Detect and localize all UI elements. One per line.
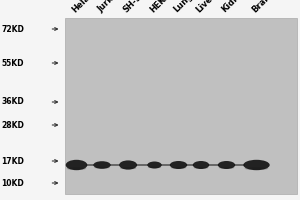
Text: 36KD: 36KD [2, 98, 24, 106]
Text: Jurkat: Jurkat [96, 0, 122, 14]
Bar [186, 164, 194, 166]
Ellipse shape [219, 167, 234, 169]
Text: Lung: Lung [172, 0, 195, 14]
Ellipse shape [119, 160, 137, 170]
Ellipse shape [171, 167, 186, 169]
Bar [161, 164, 171, 166]
Ellipse shape [66, 160, 87, 170]
Ellipse shape [148, 167, 161, 168]
Bar [86, 164, 94, 166]
Ellipse shape [194, 167, 208, 169]
Text: Kidney: Kidney [220, 0, 250, 14]
Ellipse shape [120, 167, 136, 169]
Text: HEK293: HEK293 [148, 0, 180, 14]
Ellipse shape [244, 167, 268, 170]
Text: SH-SY5Y: SH-SY5Y [122, 0, 157, 14]
Ellipse shape [67, 167, 86, 170]
Text: Liver: Liver [195, 0, 218, 14]
Ellipse shape [94, 167, 110, 169]
Text: 72KD: 72KD [2, 24, 24, 33]
Bar [64, 18, 297, 194]
Bar [208, 164, 219, 166]
Text: 55KD: 55KD [2, 58, 24, 68]
Text: Hela: Hela [70, 0, 92, 14]
Ellipse shape [218, 161, 235, 169]
Bar [136, 164, 148, 166]
Bar [234, 164, 244, 166]
Bar [110, 164, 120, 166]
Text: 10KD: 10KD [2, 178, 24, 188]
Ellipse shape [193, 161, 209, 169]
Text: Brain: Brain [250, 0, 274, 14]
Text: 17KD: 17KD [2, 156, 24, 166]
Ellipse shape [93, 161, 111, 169]
Ellipse shape [170, 161, 187, 169]
Text: 28KD: 28KD [2, 120, 24, 130]
Ellipse shape [147, 162, 162, 168]
Ellipse shape [243, 160, 270, 170]
